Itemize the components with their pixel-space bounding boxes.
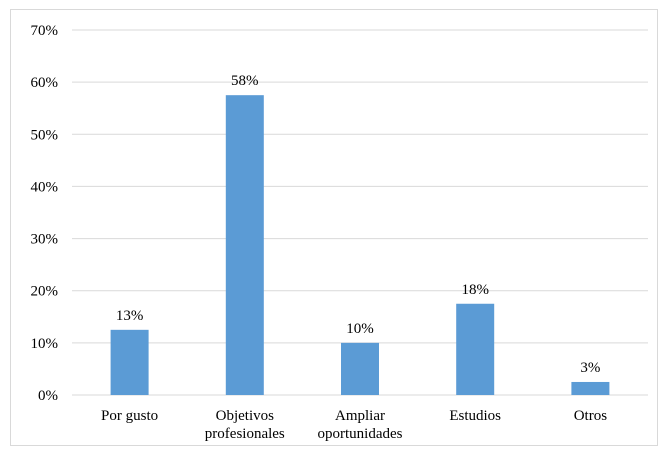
y-tick-label: 50% [31, 127, 59, 143]
y-tick-label: 30% [31, 232, 59, 248]
bars [110, 95, 610, 395]
y-tick-label: 0% [38, 388, 58, 404]
y-tick-label: 20% [31, 284, 59, 300]
data-label-0: 13% [116, 308, 144, 324]
category-label-4: Otros [574, 408, 607, 424]
y-axis-tick-labels: 0% 10% 20% 30% 40% 50% 60% 70% [31, 23, 59, 404]
data-label-2: 10% [346, 321, 374, 337]
category-label-2: Ampliar oportunidades [318, 408, 403, 442]
category-label-1: Objetivos profesionales [205, 408, 285, 442]
bar-1 [225, 95, 264, 395]
y-tick-label: 70% [31, 23, 59, 39]
bar-3 [456, 303, 495, 395]
y-tick-label: 60% [31, 75, 59, 91]
data-label-3: 18% [461, 282, 489, 298]
data-label-4: 3% [580, 360, 600, 376]
y-tick-label: 40% [31, 179, 59, 195]
category-label-3: Estudios [449, 408, 501, 424]
gridlines [72, 29, 648, 396]
category-label-0: Por gusto [101, 408, 158, 424]
bar-2 [341, 342, 379, 395]
y-tick-label: 10% [31, 336, 59, 352]
x-axis-category-labels: Por gusto Objetivos profesionales Ampliar op… [101, 408, 607, 442]
bar-4 [571, 381, 610, 395]
data-labels: 13% 58% 10% 18% 3% [116, 73, 601, 376]
bar-0 [110, 329, 149, 395]
data-label-1: 58% [231, 73, 259, 89]
